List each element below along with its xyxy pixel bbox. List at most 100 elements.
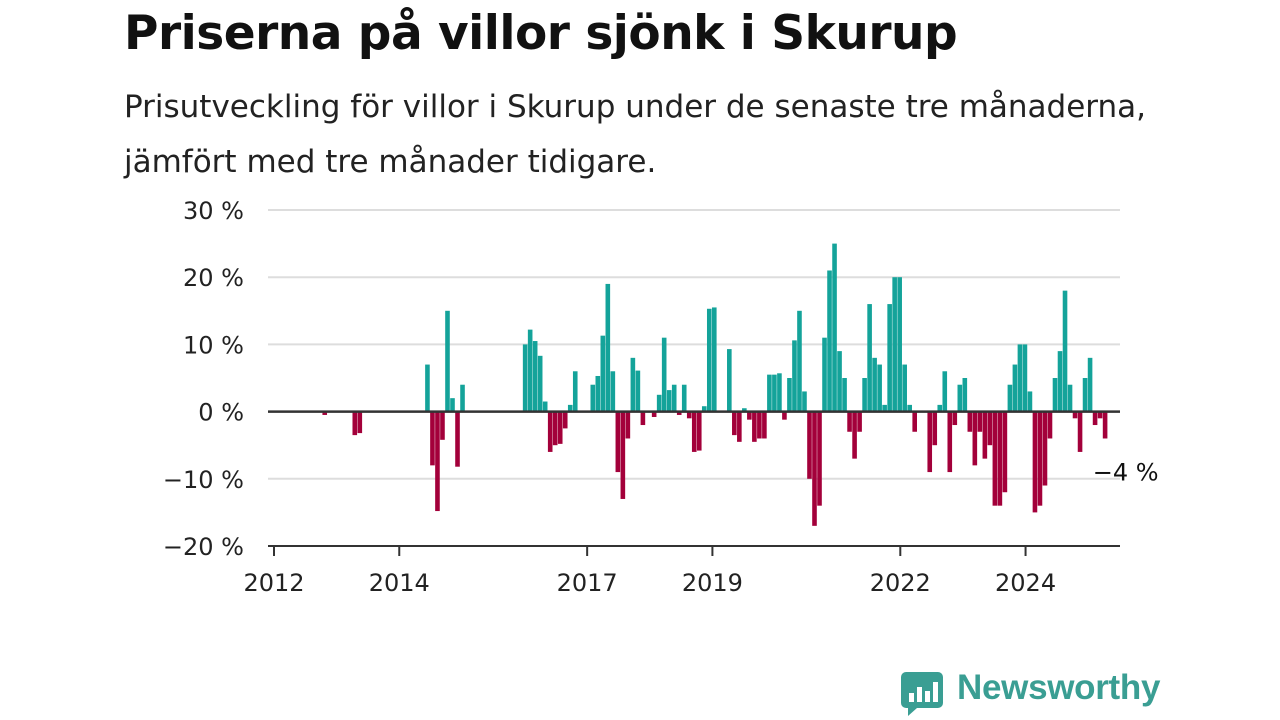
bar	[762, 411, 767, 439]
y-tick-label: −20 %	[163, 533, 244, 561]
bar	[455, 411, 460, 467]
bar	[572, 371, 578, 412]
bar	[972, 411, 978, 466]
bar	[857, 411, 862, 432]
bar	[832, 243, 837, 412]
bar	[640, 411, 646, 426]
y-tick-label: −10 %	[163, 466, 244, 494]
bar	[962, 378, 968, 412]
bar	[1067, 384, 1073, 412]
bar	[1002, 411, 1008, 493]
bar	[630, 357, 636, 412]
bar	[782, 411, 787, 420]
bar	[902, 364, 907, 412]
bar	[440, 411, 445, 440]
x-tick-label: 2012	[243, 569, 304, 597]
bar	[737, 411, 742, 442]
bar	[1052, 378, 1058, 412]
bar	[590, 384, 596, 412]
bar	[656, 394, 662, 412]
bar	[807, 411, 812, 479]
chart-subtitle: Prisutveckling för villor i Skurup under…	[124, 89, 1147, 180]
bar	[595, 375, 601, 412]
bar	[1017, 344, 1023, 412]
bar	[686, 411, 692, 419]
bar	[947, 411, 953, 473]
bar	[1082, 378, 1088, 412]
bar	[527, 329, 533, 412]
bar-chart-speech-bubble-icon	[901, 672, 943, 716]
bar	[1092, 411, 1098, 426]
bar	[1057, 351, 1063, 412]
bar	[882, 404, 887, 412]
brand-name: Newsworthy	[957, 668, 1161, 707]
bar	[522, 344, 528, 412]
bar	[787, 378, 792, 412]
gridlines	[268, 209, 1120, 480]
bar	[661, 337, 667, 412]
bar	[567, 404, 573, 412]
bar	[706, 308, 712, 412]
bar	[827, 270, 832, 412]
bar	[681, 384, 687, 412]
bar	[557, 411, 563, 444]
bar	[957, 384, 963, 412]
bar	[696, 411, 702, 451]
bar	[460, 384, 465, 412]
bar	[1047, 411, 1053, 439]
bar	[837, 351, 842, 412]
bar	[932, 411, 938, 446]
x-tick-label: 2019	[682, 569, 743, 597]
bar	[651, 411, 657, 417]
bar	[1097, 411, 1103, 419]
bar	[1022, 344, 1028, 412]
x-axis-ticks: 2012 2014 2017 2019 2022 2024	[243, 546, 1056, 597]
bars	[322, 243, 1108, 526]
bar	[772, 374, 777, 412]
bar	[1027, 391, 1033, 412]
bar	[711, 307, 717, 412]
bar	[1087, 357, 1093, 412]
bar	[757, 411, 762, 439]
bar	[1072, 411, 1078, 419]
bar	[635, 370, 641, 412]
bar	[952, 411, 958, 426]
bar	[1042, 411, 1048, 486]
bar	[842, 378, 847, 412]
bar	[852, 411, 857, 459]
bar	[1032, 411, 1038, 513]
bar	[542, 401, 548, 412]
bar	[1102, 411, 1108, 439]
bar	[887, 304, 892, 412]
bar	[537, 355, 543, 412]
bar	[982, 411, 988, 459]
chart-title: Priserna på villor sjönk i Skurup	[124, 6, 958, 61]
bar	[897, 277, 902, 412]
bar	[797, 310, 802, 412]
bar	[562, 411, 568, 429]
bar	[912, 411, 917, 432]
bar	[792, 340, 797, 412]
x-tick-label: 2022	[870, 569, 931, 597]
y-tick-label: 10 %	[183, 331, 244, 359]
bar	[862, 378, 867, 412]
bar	[727, 349, 732, 412]
bar	[352, 411, 358, 436]
bar	[742, 408, 747, 412]
bar	[812, 411, 817, 526]
bar	[1012, 364, 1018, 412]
bar	[435, 411, 440, 512]
bar	[666, 390, 672, 412]
bar	[1037, 411, 1043, 506]
bar	[892, 277, 897, 412]
bar	[625, 411, 631, 439]
bar	[732, 411, 737, 436]
bar	[767, 374, 772, 412]
bar	[802, 391, 807, 412]
bar	[1062, 290, 1068, 412]
y-tick-label: 30 %	[183, 197, 244, 225]
bar	[620, 411, 626, 499]
bar	[600, 335, 606, 412]
bar	[615, 411, 621, 473]
